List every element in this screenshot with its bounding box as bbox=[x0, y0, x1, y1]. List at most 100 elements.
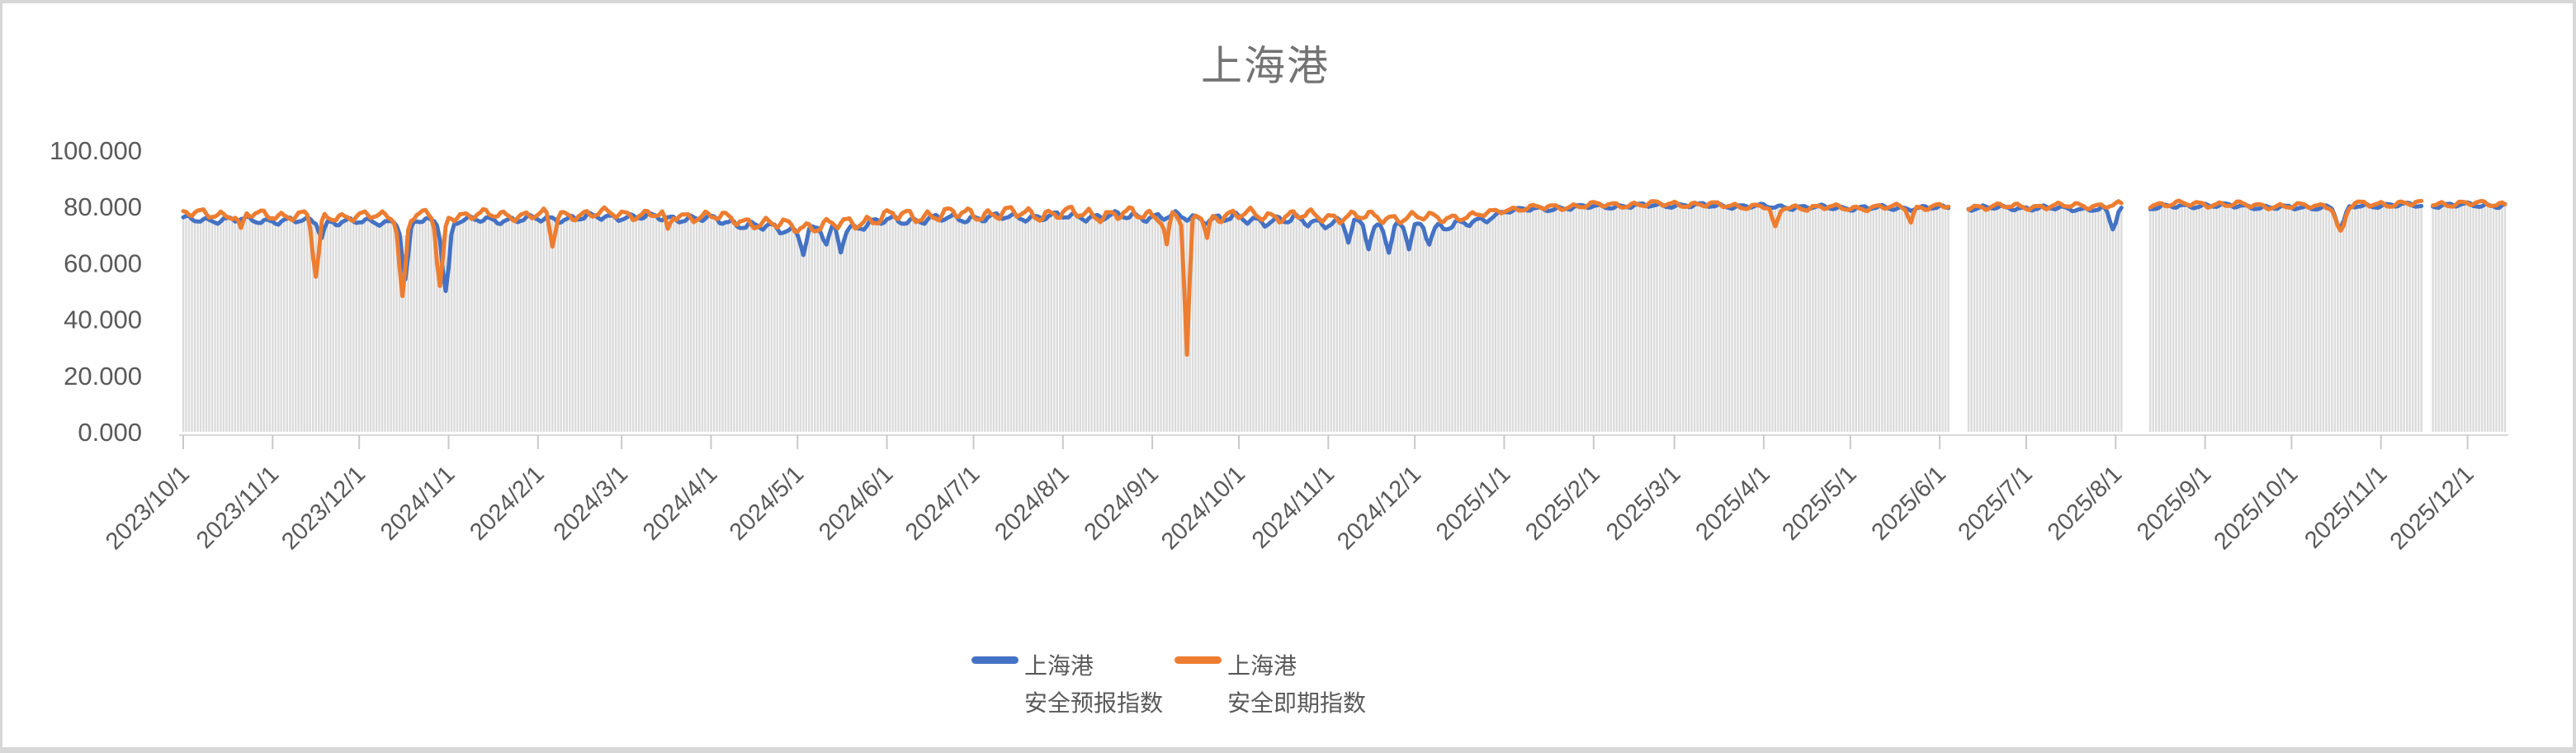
daily-bar bbox=[2492, 207, 2495, 432]
daily-bar bbox=[1676, 206, 1679, 432]
daily-bar bbox=[438, 234, 442, 432]
daily-bar bbox=[577, 220, 579, 432]
daily-bar bbox=[1918, 208, 1921, 432]
daily-bar bbox=[664, 219, 666, 432]
daily-bar bbox=[1059, 217, 1061, 432]
daily-bar bbox=[1572, 208, 1575, 432]
daily-bar bbox=[1304, 225, 1307, 432]
daily-bar bbox=[488, 218, 490, 432]
daily-bar bbox=[1387, 240, 1390, 432]
daily-bar bbox=[1930, 209, 1932, 432]
daily-bar bbox=[2071, 212, 2074, 432]
y-axis-label: 0.000 bbox=[78, 418, 142, 447]
daily-bar bbox=[1312, 221, 1316, 432]
daily-bar bbox=[741, 229, 744, 432]
daily-bar bbox=[1405, 239, 1407, 432]
daily-bar bbox=[814, 228, 816, 432]
daily-bar bbox=[280, 222, 283, 432]
daily-bar bbox=[1249, 221, 1252, 432]
daily-bar bbox=[1970, 211, 1973, 432]
daily-bar bbox=[2495, 208, 2498, 432]
x-axis-label: 2024/3/1 bbox=[549, 461, 633, 545]
daily-bar bbox=[2322, 206, 2325, 432]
daily-bar bbox=[2302, 208, 2304, 432]
daily-bar bbox=[1658, 204, 1661, 432]
daily-bar bbox=[2166, 206, 2169, 432]
daily-bar bbox=[357, 223, 361, 432]
daily-bar bbox=[2019, 209, 2022, 432]
daily-bar bbox=[1295, 215, 1298, 432]
daily-bar bbox=[1999, 206, 2002, 433]
daily-bar bbox=[923, 225, 926, 432]
daily-bar bbox=[597, 219, 600, 432]
daily-bar bbox=[1004, 219, 1007, 432]
daily-bar bbox=[2215, 207, 2218, 432]
daily-bar bbox=[349, 219, 352, 432]
daily-bar bbox=[1800, 207, 1803, 432]
daily-bar bbox=[1609, 209, 1612, 432]
daily-bar bbox=[2356, 207, 2360, 432]
legend-entry-spot-index[interactable]: 上海港 安全即期指数 bbox=[1175, 647, 1366, 722]
daily-bar bbox=[461, 221, 465, 432]
daily-bar bbox=[669, 217, 672, 432]
daily-bar bbox=[917, 222, 920, 432]
daily-bar bbox=[753, 225, 756, 432]
daily-bar bbox=[1021, 220, 1024, 432]
daily-bar bbox=[1762, 205, 1765, 432]
daily-bar bbox=[1716, 206, 1719, 432]
daily-bar bbox=[1837, 207, 1841, 432]
daily-bar bbox=[1425, 239, 1428, 432]
daily-bar bbox=[1194, 216, 1197, 432]
daily-bar bbox=[1133, 215, 1137, 432]
daily-bar bbox=[1255, 219, 1258, 432]
daily-bar bbox=[404, 235, 407, 433]
x-axis-label: 2024/5/1 bbox=[725, 461, 809, 545]
daily-bar bbox=[459, 223, 461, 432]
daily-bar bbox=[450, 234, 453, 432]
daily-bar bbox=[580, 220, 583, 432]
daily-bar bbox=[1459, 222, 1463, 432]
daily-bar bbox=[724, 223, 727, 432]
daily-bar bbox=[369, 221, 372, 432]
daily-bar bbox=[716, 220, 718, 432]
daily-bar bbox=[2440, 206, 2443, 433]
daily-bar bbox=[2163, 206, 2166, 432]
daily-bar bbox=[1345, 233, 1347, 432]
y-axis-label: 100.000 bbox=[50, 136, 142, 165]
daily-bar bbox=[2478, 207, 2480, 432]
daily-bar bbox=[519, 221, 522, 432]
daily-bar bbox=[540, 222, 542, 432]
daily-bar bbox=[214, 224, 216, 432]
daily-bar bbox=[759, 229, 762, 432]
legend-entry-forecast-index[interactable]: 上海港 安全预报指数 bbox=[971, 647, 1163, 722]
daily-bar bbox=[277, 225, 280, 432]
daily-bar bbox=[1661, 206, 1664, 432]
daily-bar bbox=[880, 225, 882, 432]
daily-bar bbox=[1973, 211, 1976, 432]
daily-bar bbox=[1119, 217, 1122, 432]
daily-bar bbox=[1258, 220, 1260, 432]
daily-bar bbox=[1872, 209, 1874, 433]
x-axis-label: 2024/1/1 bbox=[376, 461, 460, 545]
daily-bar bbox=[542, 220, 546, 432]
daily-bar bbox=[2241, 206, 2244, 432]
spot-index-line bbox=[2431, 198, 2507, 209]
daily-bar bbox=[2192, 209, 2195, 433]
daily-bar bbox=[1812, 208, 1814, 432]
daily-bar bbox=[1555, 209, 1557, 433]
daily-bar bbox=[2252, 210, 2256, 432]
daily-bar bbox=[1742, 206, 1745, 432]
daily-bar bbox=[1321, 226, 1324, 432]
daily-bar bbox=[1082, 220, 1085, 432]
daily-bar bbox=[796, 236, 799, 432]
daily-bar bbox=[629, 215, 631, 432]
daily-bar bbox=[291, 220, 295, 432]
daily-bar bbox=[2489, 206, 2492, 433]
daily-bar bbox=[2385, 205, 2388, 432]
daily-bar bbox=[1607, 209, 1609, 433]
daily-bar bbox=[1633, 206, 1635, 432]
daily-bar bbox=[1915, 209, 1918, 433]
daily-bar bbox=[608, 216, 612, 432]
daily-bar bbox=[1590, 208, 1592, 432]
daily-bar bbox=[1407, 241, 1411, 432]
